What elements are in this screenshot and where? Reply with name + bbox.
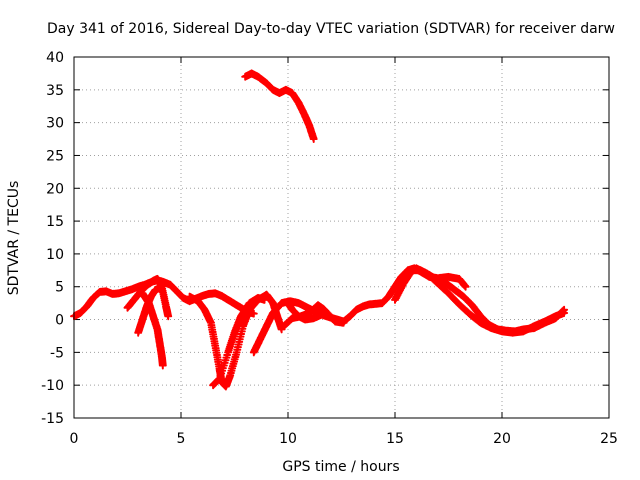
grid xyxy=(74,57,609,418)
y-tick-label: 20 xyxy=(46,181,64,197)
y-tick-label: 15 xyxy=(46,214,64,230)
series-arc-11 xyxy=(412,264,569,337)
y-tick-label: 5 xyxy=(55,280,64,296)
data-series xyxy=(70,69,569,391)
x-tick-label: 10 xyxy=(279,431,297,447)
y-tick-label: 35 xyxy=(46,83,64,99)
y-tick-label: -5 xyxy=(50,345,64,361)
x-tick-label: 5 xyxy=(177,431,186,447)
x-tick-label: 25 xyxy=(600,431,618,447)
y-tick-label: 10 xyxy=(46,247,64,263)
y-axis-label: SDTVAR / TECUs xyxy=(6,181,22,296)
y-tick-label: 25 xyxy=(46,148,64,164)
y-tick-label: 30 xyxy=(46,116,64,132)
y-tick-label: -15 xyxy=(41,411,64,427)
series-arc-4 xyxy=(138,289,167,370)
x-tick-label: 15 xyxy=(386,431,404,447)
y-tick-label: 0 xyxy=(55,313,64,329)
chart-title: Day 341 of 2016, Sidereal Day-to-day VTE… xyxy=(47,21,615,37)
series-arc-12 xyxy=(241,69,318,143)
x-axis: 0 5 10 15 20 25 xyxy=(70,57,618,447)
x-tick-label: 20 xyxy=(493,431,511,447)
plot-frame xyxy=(73,56,610,419)
y-tick-label: -10 xyxy=(41,378,64,394)
y-tick-label: 40 xyxy=(46,50,64,66)
x-tick-label: 0 xyxy=(70,431,79,447)
series-arc-6 xyxy=(209,293,269,390)
y-axis: -15 -10 -5 0 5 10 15 20 25 30 35 40 xyxy=(41,50,609,427)
x-axis-label: GPS time / hours xyxy=(282,459,399,475)
series-arc-9 xyxy=(279,301,348,331)
